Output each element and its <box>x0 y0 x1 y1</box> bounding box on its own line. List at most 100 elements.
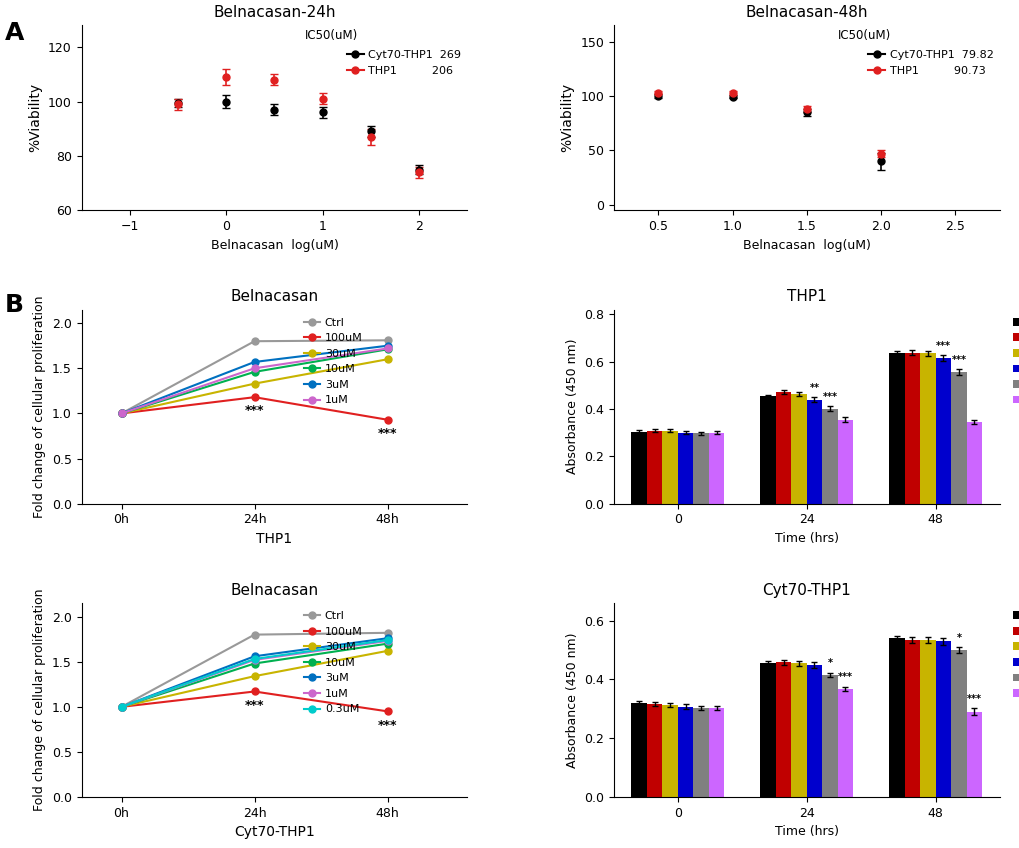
Bar <box>950 650 966 797</box>
Bar <box>950 372 966 504</box>
Bar <box>791 393 806 504</box>
Bar <box>759 663 775 797</box>
Line: 100uM: 100uM <box>118 688 390 715</box>
3uM <box>381 341 393 351</box>
Line: 30uM: 30uM <box>118 647 390 711</box>
1uM <box>381 636 393 646</box>
10uM <box>249 658 261 668</box>
Bar <box>646 431 661 504</box>
10uM <box>115 409 127 419</box>
Title: THP1: THP1 <box>786 289 825 304</box>
100uM <box>249 686 261 696</box>
Line: 1uM: 1uM <box>118 345 390 417</box>
Text: ***: *** <box>821 392 837 402</box>
Text: IC50(uM): IC50(uM) <box>305 29 359 42</box>
Line: 30uM: 30uM <box>118 356 390 417</box>
100uM <box>115 702 127 712</box>
Line: Ctrl: Ctrl <box>118 337 390 417</box>
Bar <box>759 397 775 504</box>
Bar <box>966 422 981 504</box>
Ctrl <box>249 629 261 639</box>
Line: 1uM: 1uM <box>118 638 390 711</box>
Bar <box>889 354 904 504</box>
Line: Ctrl: Ctrl <box>118 629 390 711</box>
Bar <box>661 431 678 504</box>
Title: Belnacasan-24h: Belnacasan-24h <box>213 5 335 20</box>
Legend: Cyt70-THP1  79.82, THP1          90.73: Cyt70-THP1 79.82, THP1 90.73 <box>863 46 997 81</box>
100uM <box>249 392 261 402</box>
Bar <box>837 420 852 504</box>
30uM <box>249 378 261 388</box>
X-axis label: Time (hrs): Time (hrs) <box>774 825 838 839</box>
Bar <box>966 711 981 797</box>
Text: ***: *** <box>245 404 264 417</box>
Y-axis label: %Viability: %Viability <box>560 83 574 153</box>
Ctrl <box>381 335 393 345</box>
30uM <box>115 409 127 419</box>
Title: Belnacasan: Belnacasan <box>230 583 318 598</box>
Bar <box>904 353 919 504</box>
Text: B: B <box>5 293 24 316</box>
Bar <box>806 399 821 504</box>
Legend: Ctrl, 100uM, 30uM, 10uM, 3uM, 1uM, 0.3uM: Ctrl, 100uM, 30uM, 10uM, 3uM, 1uM, 0.3uM <box>299 606 367 719</box>
Bar <box>678 432 693 504</box>
Title: Belnacasan: Belnacasan <box>230 289 318 304</box>
Title: Belnacasan-48h: Belnacasan-48h <box>745 5 867 20</box>
Text: *: * <box>826 658 832 668</box>
0.3uM <box>249 654 261 664</box>
Bar <box>693 433 708 504</box>
Text: *: * <box>956 633 961 643</box>
10uM <box>115 702 127 712</box>
Text: ***: *** <box>245 699 264 711</box>
Bar <box>708 708 723 797</box>
Bar <box>919 354 934 504</box>
Bar <box>661 706 678 797</box>
Bar <box>708 432 723 504</box>
Bar <box>919 639 934 797</box>
Bar <box>678 706 693 797</box>
Line: 100uM: 100uM <box>118 393 390 423</box>
Text: IC50(uM): IC50(uM) <box>837 29 890 42</box>
Ctrl <box>115 702 127 712</box>
Bar <box>934 358 950 504</box>
Y-axis label: %Viability: %Viability <box>29 83 43 153</box>
10uM <box>249 367 261 377</box>
Bar <box>646 704 661 797</box>
Bar <box>806 666 821 797</box>
X-axis label: THP1: THP1 <box>256 532 292 546</box>
1uM <box>249 363 261 373</box>
Line: 10uM: 10uM <box>118 640 390 711</box>
Bar <box>821 675 837 797</box>
Bar <box>693 708 708 797</box>
Bar <box>904 639 919 797</box>
Title: Cyt70-THP1: Cyt70-THP1 <box>761 583 850 598</box>
X-axis label: Time (hrs): Time (hrs) <box>774 532 838 545</box>
Bar <box>837 689 852 797</box>
3uM <box>249 651 261 661</box>
Y-axis label: Absorbance (450 nm): Absorbance (450 nm) <box>566 339 578 474</box>
X-axis label: Cyt70-THP1: Cyt70-THP1 <box>233 825 315 840</box>
1uM <box>249 655 261 665</box>
Bar <box>934 641 950 797</box>
10uM <box>381 639 393 649</box>
100uM <box>115 409 127 419</box>
Legend: Ctrl, 100uM, 30uM, 10uM, 3uM, 1uM: Ctrl, 100uM, 30uM, 10uM, 3uM, 1uM <box>299 313 367 410</box>
Legend: Ctrl, Belnacasan 1uM, Belnacasan 3uM, Belnacasan 10uM, Belnacasan 30uM, Belnacas: Ctrl, Belnacasan 1uM, Belnacasan 3uM, Be… <box>1008 606 1019 703</box>
Y-axis label: Fold change of cellular proliferation: Fold change of cellular proliferation <box>34 589 46 812</box>
Text: A: A <box>5 21 24 45</box>
Line: 10uM: 10uM <box>118 346 390 417</box>
Bar <box>631 432 646 504</box>
Bar <box>791 663 806 797</box>
Bar <box>889 639 904 797</box>
Bar <box>775 662 791 797</box>
Legend: Cyt70-THP1  269, THP1          206: Cyt70-THP1 269, THP1 206 <box>342 46 465 81</box>
Bar <box>775 392 791 504</box>
30uM <box>381 354 393 365</box>
Text: ***: *** <box>966 694 981 704</box>
Y-axis label: Absorbance (450 nm): Absorbance (450 nm) <box>566 633 578 767</box>
Text: ***: *** <box>377 427 396 440</box>
0.3uM <box>381 635 393 645</box>
30uM <box>249 671 261 681</box>
Bar <box>631 703 646 797</box>
1uM <box>381 343 393 354</box>
